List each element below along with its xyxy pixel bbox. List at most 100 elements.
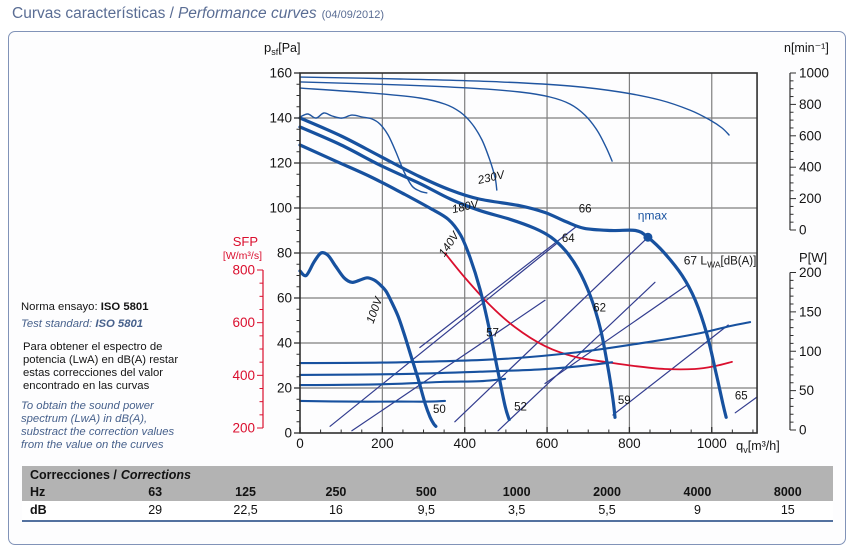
pressure-curve-230V [298,116,728,419]
pressure-tick-label: 0 [284,426,292,441]
speed-tick-label: 1000 [799,66,829,81]
speed-tick-label: 0 [799,223,807,238]
hz-cell: 2000 [593,485,621,499]
pressure-tick-label: 100 [269,201,292,216]
hz-cell: 250 [325,485,347,499]
power-tick-label: 100 [799,344,822,359]
hz-row: Hz 63 125 250 500 1000 2000 4000 8000 [22,484,833,501]
speed-curve-n-140V [299,87,498,191]
pressure-tick-label: 60 [277,291,292,306]
power-curve-P-180V [298,361,614,376]
db-cell: 29 [148,503,163,517]
lwa-label-66: 66 [579,204,592,216]
pressure-tick-label: 20 [277,381,292,396]
table-title-en: Corrections [120,468,191,482]
eta-max-dot [643,232,653,242]
hz-row-label: Hz [30,485,46,499]
note-line: encontrado en las curvas [23,380,150,392]
pressure-axis-title: psf[Pa] [264,40,301,57]
x-tick-label: 800 [618,436,641,451]
corrections-table: Correcciones / Corrections Hz 63 125 250 500… [22,466,833,522]
lwa-label-62: 62 [593,303,606,315]
db-row: dB 29 22,5 16 9,5 3,5 5,5 9 15 [22,501,833,520]
pressure-curve-180V [298,125,617,419]
db-cell: 22,5 [233,503,258,517]
speed-tick-label: 800 [799,97,822,112]
note-line: Para obtener el espectro de [23,341,163,353]
pressure-tick-label: 120 [269,156,292,171]
sfp-tick-label: 600 [232,315,255,330]
lwa-label-52: 52 [514,402,527,414]
note-en-paragraph: To obtain the sound power spectrum (LwA) … [21,400,236,452]
lwa-label-57: 57 [486,327,499,339]
sfp-tick-label: 800 [232,263,255,278]
lwa-65 [734,396,758,414]
db-cell: 5,5 [598,503,616,517]
note-line: from the value on the curves [21,439,164,451]
lwa-64 [329,243,557,427]
speed-curve-n-180V [299,81,613,162]
lwa-label-65: 65 [735,390,748,402]
x-tick-label: 1000 [697,436,727,451]
sfp-tick-label: 200 [232,421,255,436]
note-test-standard: Test standard: ISO 5801 [21,318,236,330]
speed-tick-label: 200 [799,191,822,206]
speed-curve-n-100V [299,112,428,194]
flow-axis-title: qv[m³/h] [736,438,780,455]
db-cell: 3,5 [507,503,526,517]
test-value: ISO 5801 [95,318,144,330]
note-es-paragraph: Para obtener el espectro de potencia (LwA… [23,341,238,393]
eta-max-line [454,236,649,423]
lwa-label-59: 59 [618,395,631,407]
x-tick-label: 600 [536,436,559,451]
page-title-en: Performance curves [177,5,317,22]
db-cell: 16 [328,503,343,517]
note-line: spectrum (LwA) in dB(A), [21,413,148,425]
hz-cell: 8000 [773,485,802,499]
x-tick-label: 0 [296,436,304,451]
corrections-table-title: Correcciones / Corrections [22,466,833,484]
page-title-es: Curvas características / [12,5,174,22]
power-tick-label: 150 [799,304,822,319]
pressure-tick-label: 140 [269,111,292,126]
lwa-57 [351,299,546,432]
power-curve-P-100V [298,399,446,403]
voltage-label-230V: 230V [476,169,507,187]
hz-cell: 500 [415,485,437,499]
speed-curve-n-230V [299,76,730,136]
hz-cell: 63 [148,485,163,499]
lwa-66 [419,225,578,349]
lwa-label-50: 50 [433,404,446,416]
db-cell: 15 [780,503,795,517]
lwa-family-label: 67 LWA[dB(A)] [684,253,757,269]
x-tick-label: 400 [453,436,476,451]
hz-cell: 125 [235,485,256,499]
note-line: estas correcciones del valor [23,367,164,379]
db-cell: 9 [693,503,701,517]
table-title-es: Correcciones / [30,468,117,482]
pressure-tick-label: 160 [269,66,292,81]
speed-axis-title: n[min⁻¹] [784,41,829,55]
test-label: Test standard: [21,318,93,330]
note-line: To obtain the sound power [21,400,154,412]
hz-cell: 4000 [683,485,712,499]
power-tick-label: 50 [799,383,814,398]
norma-label: Norma ensayo: [21,301,98,313]
pressure-tick-label: 40 [277,336,292,351]
db-cell: 9,5 [417,503,435,517]
page-title: Curvas características / Performance curv… [12,5,384,23]
x-tick-label: 200 [371,436,394,451]
lwa-label-64: 64 [562,233,575,245]
figure-frame [8,31,846,545]
speed-tick-label: 600 [799,128,822,143]
sfp-axis-unit: [W/m³/s] [223,250,262,262]
pressure-curve-140V [298,143,511,422]
pressure-curve-100V [298,250,438,428]
page-title-date: (04/09/2012) [321,9,385,21]
power-tick-label: 200 [799,265,822,280]
pressure-tick-label: 80 [277,246,292,261]
hz-cell: 1000 [502,485,531,499]
speed-tick-label: 400 [799,160,822,175]
note-line: potencia (LwA) en dB(A) restar [23,354,179,366]
